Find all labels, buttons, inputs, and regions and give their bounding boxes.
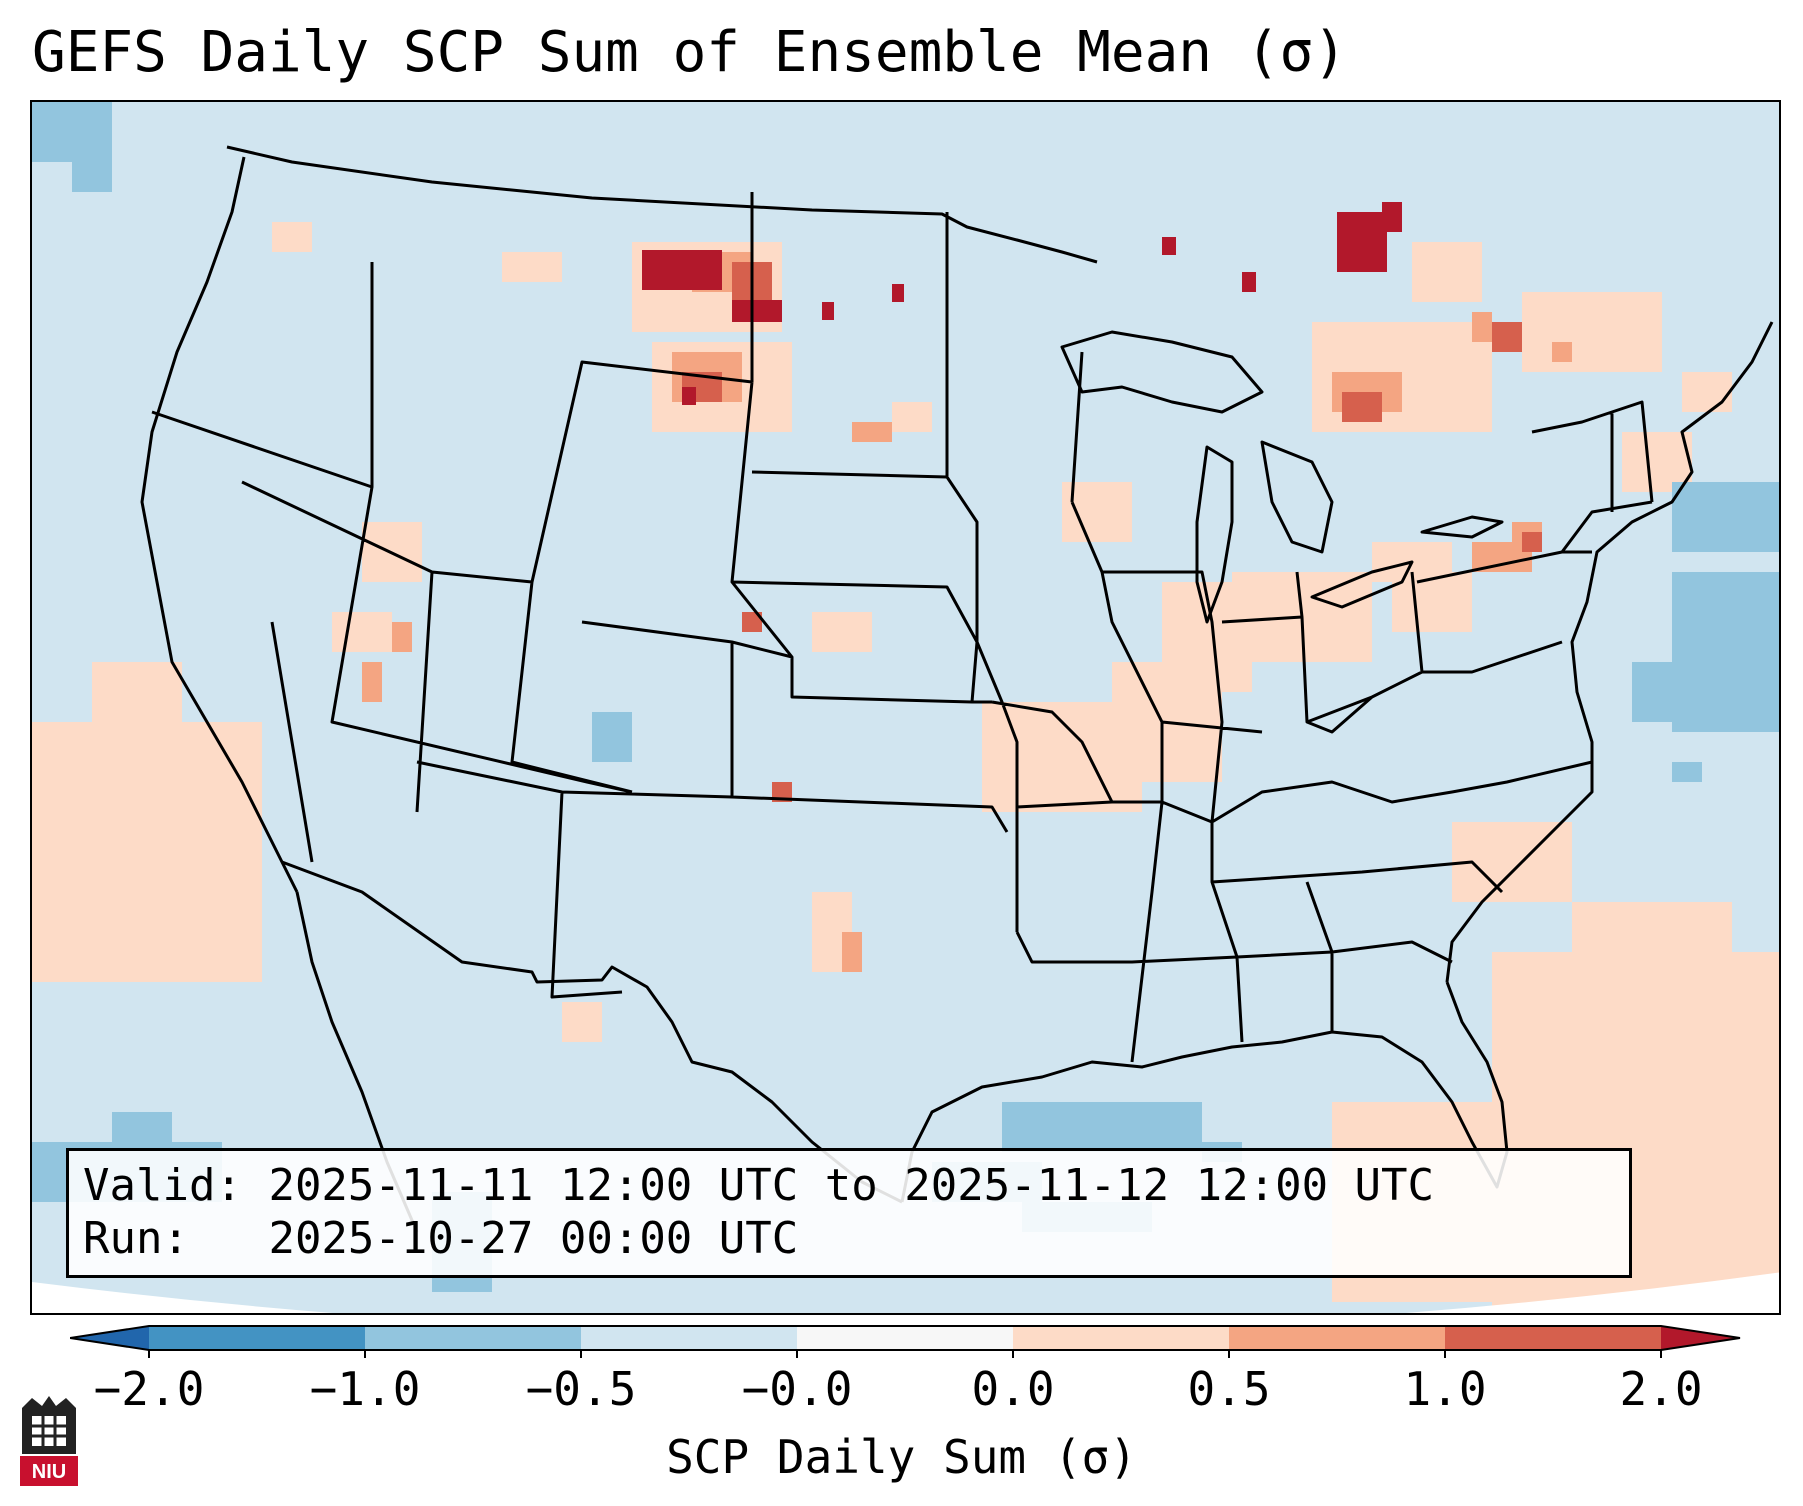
colorbar bbox=[70, 1325, 1741, 1358]
colorbar-tick-label: −1.0 bbox=[309, 1362, 421, 1416]
scp-cell bbox=[1472, 312, 1492, 342]
scp-cell bbox=[1162, 237, 1176, 255]
colorbar-tick-label: 2.0 bbox=[1619, 1362, 1703, 1416]
colorbar-bin bbox=[365, 1326, 581, 1350]
lake-superior bbox=[1060, 330, 1264, 414]
scp-cell bbox=[1492, 322, 1522, 352]
scp-cell bbox=[1337, 212, 1387, 272]
run-label: Run: bbox=[83, 1213, 189, 1264]
colorbar-tick-label: −2.0 bbox=[93, 1362, 205, 1416]
state-borders bbox=[140, 145, 1774, 1233]
scp-cell bbox=[362, 662, 382, 702]
logo-window-grid bbox=[32, 1416, 66, 1446]
valid-run-info-box: Valid: 2025-11-11 12:00 UTC to 2025-11-1… bbox=[66, 1148, 1632, 1278]
scp-cell bbox=[1672, 762, 1702, 782]
scp-field bbox=[32, 102, 1779, 1313]
lake-huron bbox=[1260, 440, 1334, 554]
scp-map[interactable] bbox=[32, 102, 1781, 1315]
colorbar-tick-label: −0.0 bbox=[741, 1362, 853, 1416]
scp-cell bbox=[842, 932, 862, 972]
colorbar-bin bbox=[1445, 1326, 1661, 1350]
colorbar-extend-low bbox=[70, 1326, 149, 1350]
run-value: 2025-10-27 00:00 UTC bbox=[268, 1213, 799, 1264]
colorbar-tick-label: −0.5 bbox=[525, 1362, 637, 1416]
scp-cell bbox=[682, 387, 696, 405]
scp-cell bbox=[32, 722, 262, 982]
east-coast bbox=[1445, 321, 1774, 983]
west-coast bbox=[140, 156, 299, 893]
map-panel[interactable] bbox=[30, 100, 1781, 1315]
colorbar-extend-high bbox=[1661, 1326, 1740, 1350]
scp-cell bbox=[272, 222, 312, 252]
scp-cell bbox=[892, 402, 932, 432]
map-title: GEFS Daily SCP Sum of Ensemble Mean (σ) bbox=[32, 20, 1347, 85]
valid-line: Valid: 2025-11-11 12:00 UTC to 2025-11-1… bbox=[83, 1159, 1615, 1212]
niu-logo: NIU bbox=[20, 1396, 78, 1486]
canada-border bbox=[226, 145, 1098, 264]
scp-cell bbox=[392, 622, 412, 652]
scp-cell bbox=[822, 302, 834, 320]
scp-cell bbox=[332, 612, 392, 652]
colorbar-bin bbox=[581, 1326, 797, 1350]
colorbar-bin bbox=[1229, 1326, 1445, 1350]
colorbar-bin bbox=[1013, 1326, 1229, 1350]
lake-michigan bbox=[1195, 445, 1234, 624]
scp-cell bbox=[732, 300, 782, 322]
scp-cell bbox=[1522, 292, 1662, 372]
colorbar-tick-label: 1.0 bbox=[1403, 1362, 1487, 1416]
colorbar-tick-label: 0.5 bbox=[1187, 1362, 1271, 1416]
colorbar-label: SCP Daily Sum (σ) bbox=[666, 1430, 1137, 1484]
projection-edge bbox=[32, 1272, 1779, 1313]
scp-cell bbox=[1552, 342, 1572, 362]
lake-ontario bbox=[1420, 515, 1504, 539]
scp-cell bbox=[742, 612, 762, 632]
valid-label: Valid: bbox=[83, 1160, 242, 1211]
scp-cell bbox=[592, 712, 632, 762]
run-line: Run: 2025-10-27 00:00 UTC bbox=[83, 1212, 1615, 1265]
scp-cell bbox=[772, 782, 792, 802]
logo-badge bbox=[20, 1456, 78, 1486]
scp-cell bbox=[1382, 202, 1402, 232]
scp-cell bbox=[92, 662, 182, 722]
scp-cell bbox=[992, 752, 1032, 782]
logo-window bbox=[32, 1416, 66, 1446]
scp-cell bbox=[1342, 392, 1382, 422]
scp-cell bbox=[1412, 242, 1482, 302]
scp-cell bbox=[642, 250, 722, 290]
scp-cell bbox=[1682, 372, 1732, 412]
scp-cell bbox=[112, 1112, 172, 1152]
scp-cell bbox=[892, 284, 904, 302]
mexico-border bbox=[281, 860, 903, 1204]
lake-erie bbox=[1310, 560, 1414, 609]
scp-cell bbox=[1522, 532, 1542, 552]
scp-cell bbox=[72, 152, 112, 192]
state-lines bbox=[151, 192, 1654, 1063]
scp-cell bbox=[1242, 272, 1256, 292]
scp-cell bbox=[1632, 662, 1752, 722]
valid-value: 2025-11-11 12:00 UTC to 2025-11-12 12:00… bbox=[268, 1160, 1435, 1211]
scp-cell bbox=[502, 252, 562, 282]
scp-cell bbox=[852, 422, 892, 442]
scp-cell bbox=[1572, 902, 1732, 982]
colorbar-tick-label: 0.0 bbox=[971, 1362, 1055, 1416]
logo-text: NIU bbox=[32, 1461, 66, 1483]
scp-cell bbox=[1672, 482, 1779, 552]
scp-cell bbox=[812, 612, 872, 652]
colorbar-bin bbox=[797, 1326, 1013, 1350]
scp-cell bbox=[1002, 1102, 1202, 1152]
colorbar-bin bbox=[149, 1326, 365, 1350]
scp-cell bbox=[562, 1002, 602, 1042]
